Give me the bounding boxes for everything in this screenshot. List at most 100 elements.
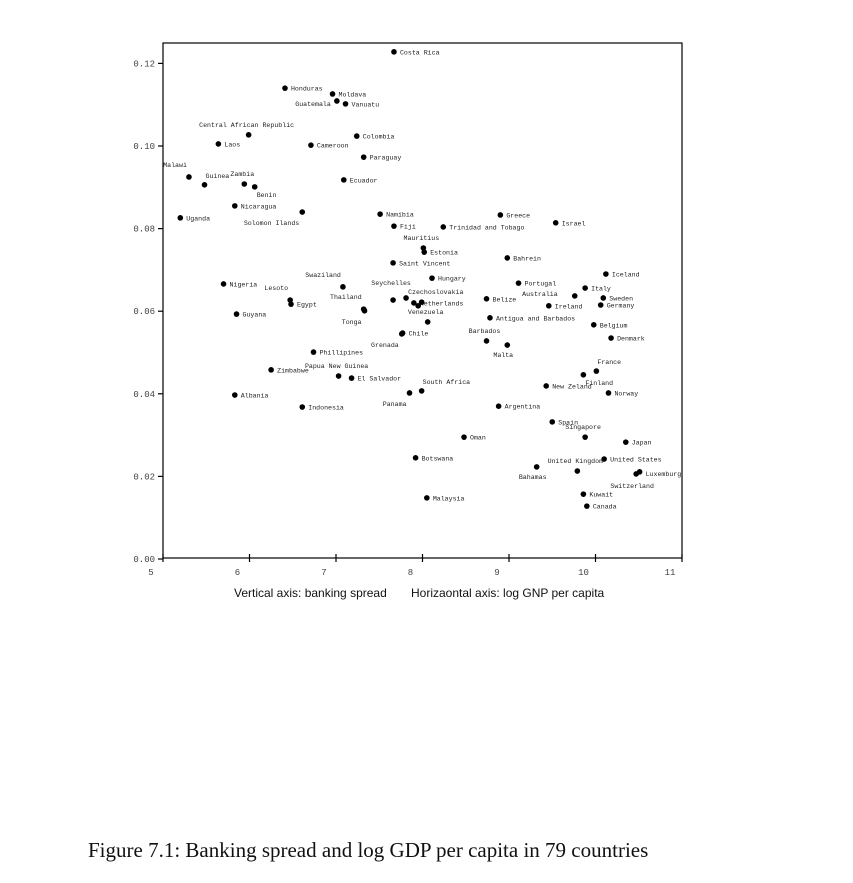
x-tick-label: 11 [665,568,676,578]
data-point [597,302,604,308]
point-label: Zambia [230,171,254,178]
data-point [241,181,248,187]
data-point [335,373,342,379]
point-label: El Salvador [358,376,402,383]
data-point [418,299,425,305]
data-point [603,271,609,277]
data-point [580,372,587,378]
y-tick-label: 0.00 [133,555,155,565]
data-point [390,297,396,303]
point-label: Colombia [363,134,395,141]
data-point [251,184,258,190]
data-points: Costa Rica Honduras Moldava Guatemala Vanuat… [163,49,681,511]
data-point [424,319,431,325]
data-point [497,212,504,218]
point-label: Moldava [339,91,367,98]
point-label: Greece [506,212,530,219]
point-label: France [597,359,621,366]
data-point [390,260,396,266]
data-point [340,177,347,183]
data-point [299,404,306,410]
data-point [308,142,314,148]
y-tick-label: 0.10 [133,142,155,152]
data-point [353,133,360,139]
data-point [440,224,447,230]
point-label: Botswana [422,455,454,462]
data-point [186,174,192,180]
point-label: Chile [409,331,429,338]
point-label: Norway [614,390,638,397]
data-point [552,220,559,226]
y-axis: 0.00 0.02 0.04 0.06 0.08 0.10 0.12 [133,59,163,565]
point-label: Cameroon [317,143,349,150]
data-point [348,375,355,381]
point-label: Belgium [600,322,628,329]
point-label: Vanuatu [352,101,380,108]
point-label: Saint Vincent [399,260,450,267]
data-point [504,255,511,261]
data-point [571,293,578,299]
data-point [282,85,288,91]
y-tick-label: 0.08 [133,225,155,235]
point-label: Thailand [330,294,362,301]
data-point [633,471,639,477]
data-point [495,403,502,409]
y-tick-label: 0.02 [133,472,155,482]
data-point [398,331,405,337]
point-label: Hungary [438,276,466,283]
data-point [515,280,522,286]
point-label: United States [610,457,661,464]
x-tick-label: 9 [494,568,499,578]
data-point [391,223,397,229]
point-label: Sweden [609,295,633,302]
data-point [361,307,368,314]
data-point [403,295,409,301]
data-point [424,495,430,501]
data-point [543,383,549,389]
point-label: Malawi [163,162,187,169]
data-point [429,275,435,281]
point-label: Japan [632,440,652,447]
data-point [605,390,612,396]
point-label: Swaziland [305,272,341,279]
data-point [299,209,306,215]
point-label: United Kingdom [548,458,603,465]
point-label: Ecuador [350,177,378,184]
data-point [268,367,274,373]
point-label: Italy [591,286,611,293]
point-label: Seychelles [371,280,411,287]
data-point [334,98,340,104]
point-label: Venezuela [408,309,444,316]
data-point [601,456,607,462]
data-point [580,491,587,497]
point-label: Estonia [430,250,458,257]
point-label: Fiji [400,224,416,231]
data-point [201,182,208,188]
y-tick-label: 0.06 [133,307,155,317]
data-point [412,455,419,461]
data-point [310,349,317,355]
data-point [584,503,590,509]
point-label: Switzerland [610,483,654,490]
data-point [533,464,540,470]
point-label: Solomon Ilands [244,220,299,227]
data-point [549,419,556,425]
data-point [233,311,240,317]
data-point [461,434,467,440]
point-label: Mauritius [404,235,440,242]
point-label: Singapore [565,424,601,431]
data-point [406,390,413,396]
x-tick-label: 6 [235,568,240,578]
data-point [504,342,511,348]
point-label: Oman [470,435,486,442]
x-tick-label: 8 [408,568,413,578]
point-label: Australia [522,291,558,298]
point-label: Uganda [186,215,210,222]
point-label: Denmark [617,336,645,343]
data-point [421,249,428,255]
data-point [231,203,238,209]
point-label: Luxemburg [646,471,682,478]
point-label: Czechoslovakia [408,289,463,296]
y-tick-label: 0.12 [133,59,155,69]
point-label: Argentina [505,404,541,411]
